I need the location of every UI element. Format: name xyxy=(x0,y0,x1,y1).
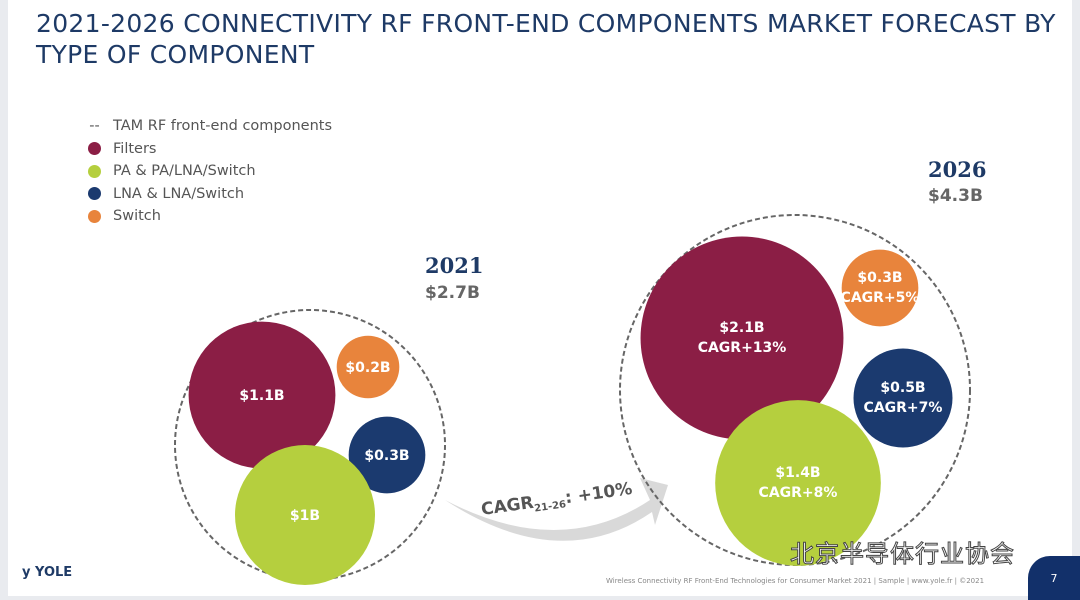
bubble-filters-2026 xyxy=(640,236,844,440)
page-number: 7 xyxy=(1028,556,1080,600)
bubble-value-label: $0.2B xyxy=(345,360,390,376)
legend-dot xyxy=(88,164,101,178)
bubble-switch-2026 xyxy=(841,249,919,327)
legend-item-switch: Switch xyxy=(88,205,332,228)
footer-text: Wireless Connectivity RF Front-End Techn… xyxy=(606,577,985,585)
bubble-value-label: $1.4B xyxy=(775,465,820,481)
legend: -- TAM RF front-end components Filters PA… xyxy=(88,115,332,228)
year-2021: 2021 xyxy=(425,253,484,278)
legend-item-lna: LNA & LNA/Switch xyxy=(88,183,332,206)
bubble-filters-2021 xyxy=(188,321,336,469)
dash-marker: -- xyxy=(89,118,100,135)
legend-item-filters: Filters xyxy=(88,138,332,161)
bubble-cagr-label: CAGR+7% xyxy=(864,400,943,416)
legend-dot xyxy=(88,187,101,201)
total-2021: $2.7B xyxy=(425,283,480,303)
slide-title: 2021-2026 CONNECTIVITY RF FRONT-END COMP… xyxy=(36,9,1056,69)
bubble-lna-lna-switch-2026 xyxy=(853,348,953,448)
bubble-cagr-label: CAGR+5% xyxy=(841,290,920,306)
bubble-value-label: $1B xyxy=(290,508,320,524)
legend-dot xyxy=(88,142,101,156)
bubble-value-label: $0.5B xyxy=(880,380,925,396)
growth-arrow xyxy=(445,478,668,541)
bubble-switch-2021 xyxy=(336,335,400,399)
yole-logo: y YOLE xyxy=(22,565,73,580)
bubble-cagr-label: CAGR+8% xyxy=(759,485,838,501)
bubble-value-label: $0.3B xyxy=(364,448,409,464)
bubble-pa-pa-lna-switch-2026 xyxy=(715,400,881,566)
bubble-cagr-label: CAGR+13% xyxy=(698,340,787,356)
bubble-pa-pa-lna-switch-2021 xyxy=(235,445,375,585)
arrow-label: CAGR21-26: +10% xyxy=(480,479,634,522)
bubble-value-label: $2.1B xyxy=(719,320,764,336)
legend-item-tam: -- TAM RF front-end components xyxy=(89,118,333,135)
bubble-value-label: $1.1B xyxy=(239,388,284,404)
bubble-lna-lna-switch-2021 xyxy=(348,416,426,494)
legend-dot xyxy=(88,209,101,223)
bubble-value-label: $0.3B xyxy=(857,270,902,286)
year-2026: 2026 xyxy=(928,157,987,182)
total-2026: $4.3B xyxy=(928,186,983,206)
legend-item-pa: PA & PA/LNA/Switch xyxy=(88,160,332,183)
watermark: 北京半导体行业协会 xyxy=(790,540,1015,569)
